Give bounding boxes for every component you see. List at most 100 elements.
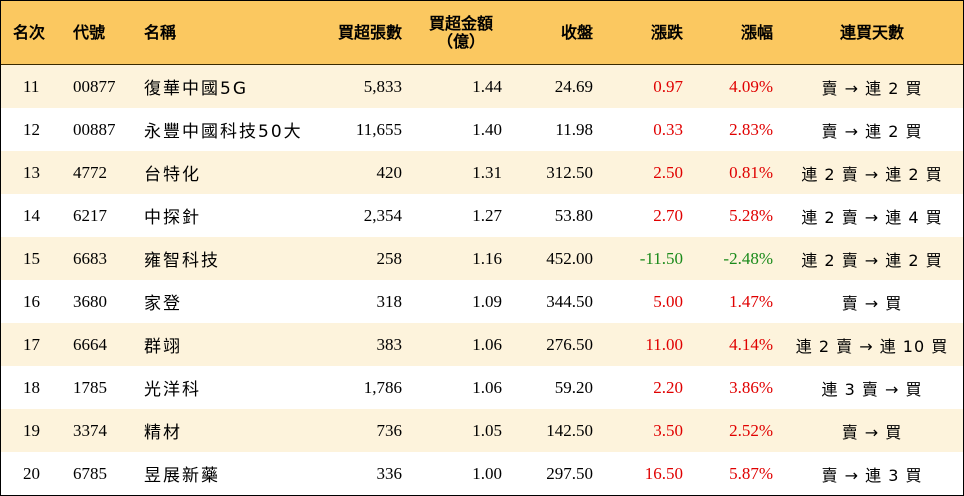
cell-name: 中探針 [144,208,201,228]
cell-name: 精材 [144,423,182,443]
cell-name: 光洋科 [144,380,201,400]
cell-code: 6664 [73,334,107,354]
cell-name: 群翊 [144,337,182,357]
cell-days: 連 2 賣 → 連 10 買 [795,336,949,356]
cell-amount: 1.31 [472,162,502,182]
cell-lots: 420 [376,162,403,182]
cell-lots: 2,354 [363,205,402,225]
header-rank: 名次 [13,22,46,42]
table-header: 名次 代號 名稱 買超張數 買超金額 （億） 收盤 漲跌 漲幅 連買天數 [1,1,963,65]
cell-code: 00887 [73,119,116,139]
cell-code: 1785 [73,377,107,397]
cell-days: 連 2 賣 → 連 2 買 [801,250,943,270]
header-amount: 買超金額 （億） [416,1,506,64]
cell-code: 3374 [73,420,107,440]
header-amount-line2: （億） [436,31,485,51]
cell-rank: 14 [23,205,40,225]
cell-pct: 4.14% [729,334,773,354]
cell-code: 00877 [73,76,116,96]
cell-change: 3.50 [653,420,683,440]
header-amount-line1: 買超金額 [428,13,493,33]
cell-pct: 3.86% [729,377,773,397]
cell-rank: 20 [23,463,40,483]
cell-close: 297.50 [546,463,593,483]
cell-close: 312.50 [546,162,593,182]
cell-days: 連 2 賣 → 連 4 買 [801,207,943,227]
cell-change: -11.50 [639,248,683,268]
cell-change: 5.00 [653,291,683,311]
cell-days: 連 2 賣 → 連 2 買 [801,164,943,184]
cell-name: 復華中國5G [144,79,248,99]
cell-close: 53.80 [554,205,593,225]
cell-name: 雍智科技 [144,251,220,271]
cell-pct: 5.87% [729,463,773,483]
cell-rank: 19 [23,420,40,440]
cell-close: 344.50 [546,291,593,311]
cell-lots: 1,786 [363,377,402,397]
cell-pct: 4.09% [729,76,773,96]
cell-amount: 1.27 [472,205,502,225]
cell-close: 452.00 [546,248,593,268]
cell-amount: 1.06 [472,377,502,397]
cell-amount: 1.40 [472,119,502,139]
cell-pct: -2.48% [723,248,773,268]
cell-lots: 318 [376,291,403,311]
table-row: 12 00887 永豐中國科技50大 11,655 1.40 11.98 0.33 2.83%… [1,108,963,151]
cell-rank: 16 [23,291,40,311]
header-pct: 漲幅 [740,22,773,42]
cell-pct: 2.83% [729,119,773,139]
cell-change: 16.50 [644,463,683,483]
cell-lots: 11,655 [355,119,402,139]
cell-amount: 1.16 [472,248,502,268]
cell-close: 59.20 [554,377,593,397]
cell-code: 6683 [73,248,107,268]
table-row: 18 1785 光洋科 1,786 1.06 59.20 2.20 3.86% 連 3 賣 → … [1,366,963,409]
cell-amount: 1.06 [472,334,502,354]
cell-amount: 1.44 [472,76,502,96]
cell-name: 昱展新藥 [144,466,220,486]
cell-rank: 11 [23,76,40,96]
cell-close: 276.50 [546,334,593,354]
cell-lots: 736 [376,420,403,440]
cell-rank: 12 [23,119,40,139]
cell-change: 2.50 [653,162,683,182]
cell-days: 賣 → 連 2 買 [821,78,923,98]
cell-rank: 18 [23,377,40,397]
header-name: 名稱 [144,22,177,42]
header-lots: 買超張數 [337,22,402,42]
cell-name: 永豐中國科技50大 [144,122,303,142]
cell-change: 0.33 [653,119,683,139]
cell-lots: 258 [376,248,403,268]
table-row: 17 6664 群翊 383 1.06 276.50 11.00 4.14% 連 2 賣 → 連… [1,323,963,366]
table-row: 20 6785 昱展新藥 336 1.00 297.50 16.50 5.87% 賣 → 連 3… [1,452,963,495]
table-row: 13 4772 台特化 420 1.31 312.50 2.50 0.81% 連 2 賣 → 連… [1,151,963,194]
table-row: 16 3680 家登 318 1.09 344.50 5.00 1.47% 賣 → 買 [1,280,963,323]
table-row: 15 6683 雍智科技 258 1.16 452.00 -11.50 -2.48% 連 2 賣… [1,237,963,280]
table-row: 11 00877 復華中國5G 5,833 1.44 24.69 0.97 4.09% 賣 → … [1,65,963,108]
cell-change: 0.97 [653,76,683,96]
cell-code: 3680 [73,291,107,311]
header-days: 連買天數 [839,22,904,42]
cell-amount: 1.09 [472,291,502,311]
cell-lots: 383 [376,334,403,354]
cell-close: 24.69 [554,76,593,96]
cell-name: 家登 [144,294,182,314]
cell-pct: 1.47% [729,291,773,311]
header-code: 代號 [73,22,106,42]
cell-code: 4772 [73,162,107,182]
cell-days: 賣 → 連 3 買 [821,465,923,485]
cell-close: 142.50 [546,420,593,440]
cell-rank: 13 [23,162,40,182]
cell-rank: 17 [23,334,40,354]
cell-lots: 5,833 [363,76,402,96]
cell-rank: 15 [23,248,40,268]
header-change: 漲跌 [650,22,683,42]
cell-change: 11.00 [645,334,683,354]
cell-lots: 336 [376,463,403,483]
cell-close: 11.98 [555,119,593,139]
cell-change: 2.20 [653,377,683,397]
cell-pct: 0.81% [729,162,773,182]
cell-amount: 1.05 [472,420,502,440]
cell-pct: 2.52% [729,420,773,440]
